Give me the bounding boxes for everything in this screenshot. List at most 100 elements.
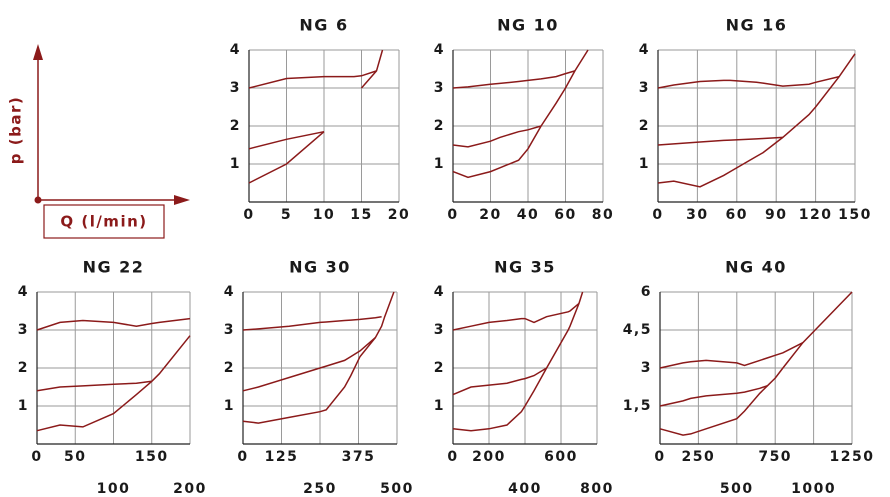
data-line: [657, 136, 783, 146]
x-tick-label: 0: [652, 207, 663, 223]
y-tick-label: 3: [639, 80, 650, 96]
y-tick-label: 4: [434, 42, 445, 58]
axis-legend: Q (l/min) p (bar): [7, 44, 190, 239]
data-line: [36, 335, 191, 432]
x-tick-label: 1250: [830, 449, 875, 465]
x-tick-label: 500: [380, 481, 414, 497]
y-tick-label: 1: [18, 398, 29, 414]
chart-title: NG 16: [726, 16, 788, 35]
y-tick-label: 3: [224, 322, 235, 338]
legend-y-arrow: [33, 44, 43, 60]
y-tick-label: 1,5: [623, 398, 652, 414]
x-tick-label: 0: [447, 207, 458, 223]
x-tick-label: 800: [580, 481, 614, 497]
data-line: [452, 291, 584, 432]
x-tick-label: 200: [173, 481, 207, 497]
x-tick-label: 500: [720, 481, 754, 497]
x-tick-label: 0: [31, 449, 42, 465]
x-tick-label: 60: [554, 207, 576, 223]
x-tick-label: 150: [135, 449, 169, 465]
x-tick-label: 50: [64, 449, 86, 465]
x-tick-label: 600: [544, 449, 578, 465]
x-tick-label: 40: [517, 207, 539, 223]
legend-x-arrow: [174, 195, 190, 205]
x-tick-label: 30: [686, 207, 708, 223]
data-line: [242, 291, 395, 424]
x-tick-label: 0: [243, 207, 254, 223]
x-tick-label: 125: [265, 449, 299, 465]
data-line: [36, 317, 191, 331]
legend-x-label: Q (l/min): [60, 213, 147, 231]
x-tick-label: 750: [758, 449, 792, 465]
y-tick-label: 1: [230, 156, 241, 172]
chart-title: NG 40: [725, 258, 787, 277]
data-line: [36, 380, 152, 392]
y-tick-label: 3: [434, 322, 445, 338]
data-line: [248, 130, 325, 150]
chart-title: NG 6: [299, 16, 348, 35]
data-line: [452, 70, 576, 89]
y-tick-label: 2: [230, 118, 241, 134]
x-tick-label: 200: [472, 449, 506, 465]
y-tick-label: 4: [639, 42, 650, 58]
chart-title: NG 10: [497, 16, 559, 35]
data-line: [452, 125, 542, 148]
y-tick-label: 4: [224, 284, 235, 300]
x-tick-label: 0: [654, 449, 665, 465]
y-tick-label: 1: [224, 398, 235, 414]
x-tick-label: 120: [799, 207, 833, 223]
y-tick-label: 6: [641, 284, 652, 300]
y-tick-label: 2: [224, 360, 235, 376]
x-tick-label: 150: [838, 207, 872, 223]
legend-x-box: [43, 204, 165, 239]
y-tick-label: 4: [230, 42, 241, 58]
chart-title: NG 30: [289, 258, 351, 277]
x-tick-label: 80: [592, 207, 614, 223]
y-tick-label: 4: [18, 284, 29, 300]
x-tick-label: 5: [281, 207, 292, 223]
data-line: [242, 337, 376, 392]
x-tick-label: 10: [313, 207, 335, 223]
chart-title: NG 35: [494, 258, 556, 277]
data-line: [248, 49, 384, 184]
y-tick-label: 4,5: [623, 322, 652, 338]
data-line: [659, 291, 853, 436]
y-tick-label: 4: [434, 284, 445, 300]
x-tick-label: 20: [479, 207, 501, 223]
y-tick-label: 3: [18, 322, 29, 338]
y-tick-label: 2: [434, 360, 445, 376]
y-tick-label: 3: [641, 360, 652, 376]
y-tick-label: 2: [434, 118, 445, 134]
legend-origin: [34, 196, 42, 204]
data-line: [657, 75, 840, 89]
y-tick-label: 2: [18, 360, 29, 376]
data-line: [452, 49, 589, 179]
data-line: [248, 70, 377, 89]
x-tick-label: 20: [388, 207, 410, 223]
x-tick-label: 250: [682, 449, 716, 465]
data-line: [657, 53, 856, 188]
y-tick-label: 1: [434, 398, 445, 414]
x-tick-label: 375: [342, 449, 376, 465]
x-tick-label: 250: [303, 481, 337, 497]
x-tick-label: 0: [447, 449, 458, 465]
data-line: [242, 315, 382, 331]
y-tick-label: 1: [639, 156, 650, 172]
legend-y-label: p (bar): [7, 96, 25, 164]
y-tick-label: 1: [434, 156, 445, 172]
data-line: [659, 384, 768, 407]
x-tick-label: 15: [350, 207, 372, 223]
x-tick-label: 90: [765, 207, 787, 223]
x-tick-label: 0: [237, 449, 248, 465]
x-tick-label: 1000: [791, 481, 836, 497]
x-tick-label: 60: [726, 207, 748, 223]
data-line: [452, 367, 547, 396]
x-tick-label: 100: [97, 481, 131, 497]
y-tick-label: 3: [230, 80, 241, 96]
data-line: [452, 302, 580, 331]
y-tick-label: 2: [639, 118, 650, 134]
data-line: [659, 342, 804, 369]
chart-title: NG 22: [83, 258, 145, 277]
y-tick-label: 3: [434, 80, 445, 96]
